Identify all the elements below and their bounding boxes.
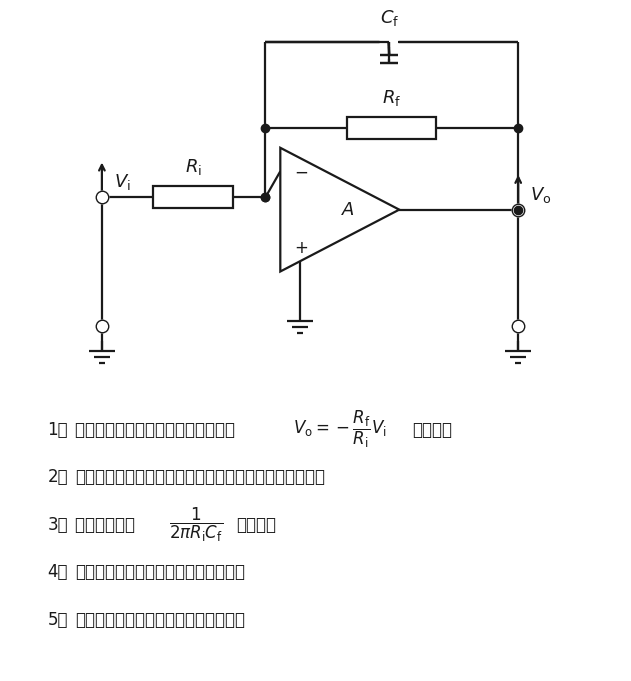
Text: 遮断周波数は: 遮断周波数は (75, 516, 140, 534)
Text: $V_\mathrm{i}$: $V_\mathrm{i}$ (114, 172, 131, 193)
Text: 遮断周波数より十分に低い帯域では: 遮断周波数より十分に低い帯域では (75, 421, 240, 439)
Text: である。: である。 (412, 421, 452, 439)
Text: である。: である。 (236, 516, 276, 534)
Text: 5．: 5． (47, 611, 68, 629)
Text: $V_\mathrm{o}$: $V_\mathrm{o}$ (530, 185, 551, 205)
Text: $R_\mathrm{f}$: $R_\mathrm{f}$ (382, 89, 401, 108)
Text: A: A (341, 201, 354, 219)
Text: $R_\mathrm{i}$: $R_\mathrm{i}$ (185, 157, 201, 178)
Text: 遮断周波数より十分に高い帯域では微分特性を有する。: 遮断周波数より十分に高い帯域では微分特性を有する。 (75, 469, 325, 486)
Text: $C_\mathrm{f}$: $C_\mathrm{f}$ (380, 8, 399, 28)
Text: 4．: 4． (47, 563, 68, 582)
Polygon shape (280, 148, 399, 272)
Text: $\dfrac{1}{2\pi R_\mathrm{i} C_\mathrm{f}}$: $\dfrac{1}{2\pi R_\mathrm{i} C_\mathrm{f… (169, 506, 223, 544)
Bar (346, 117, 436, 139)
Text: $+$: $+$ (294, 239, 309, 257)
Text: 3．: 3． (47, 516, 68, 534)
Text: 1．: 1． (47, 421, 68, 439)
Text: 入力インピーダンスは無限大である。: 入力インピーダンスは無限大である。 (75, 563, 245, 582)
Text: 2．: 2． (47, 469, 68, 486)
Bar (153, 187, 233, 208)
Text: $V_\mathrm{o} = -\dfrac{R_\mathrm{f}}{R_\mathrm{i}}V_\mathrm{i}$: $V_\mathrm{o} = -\dfrac{R_\mathrm{f}}{R_… (293, 409, 387, 450)
Text: 出力インピーダンスは無限大である。: 出力インピーダンスは無限大である。 (75, 611, 245, 629)
Text: $-$: $-$ (294, 162, 309, 180)
